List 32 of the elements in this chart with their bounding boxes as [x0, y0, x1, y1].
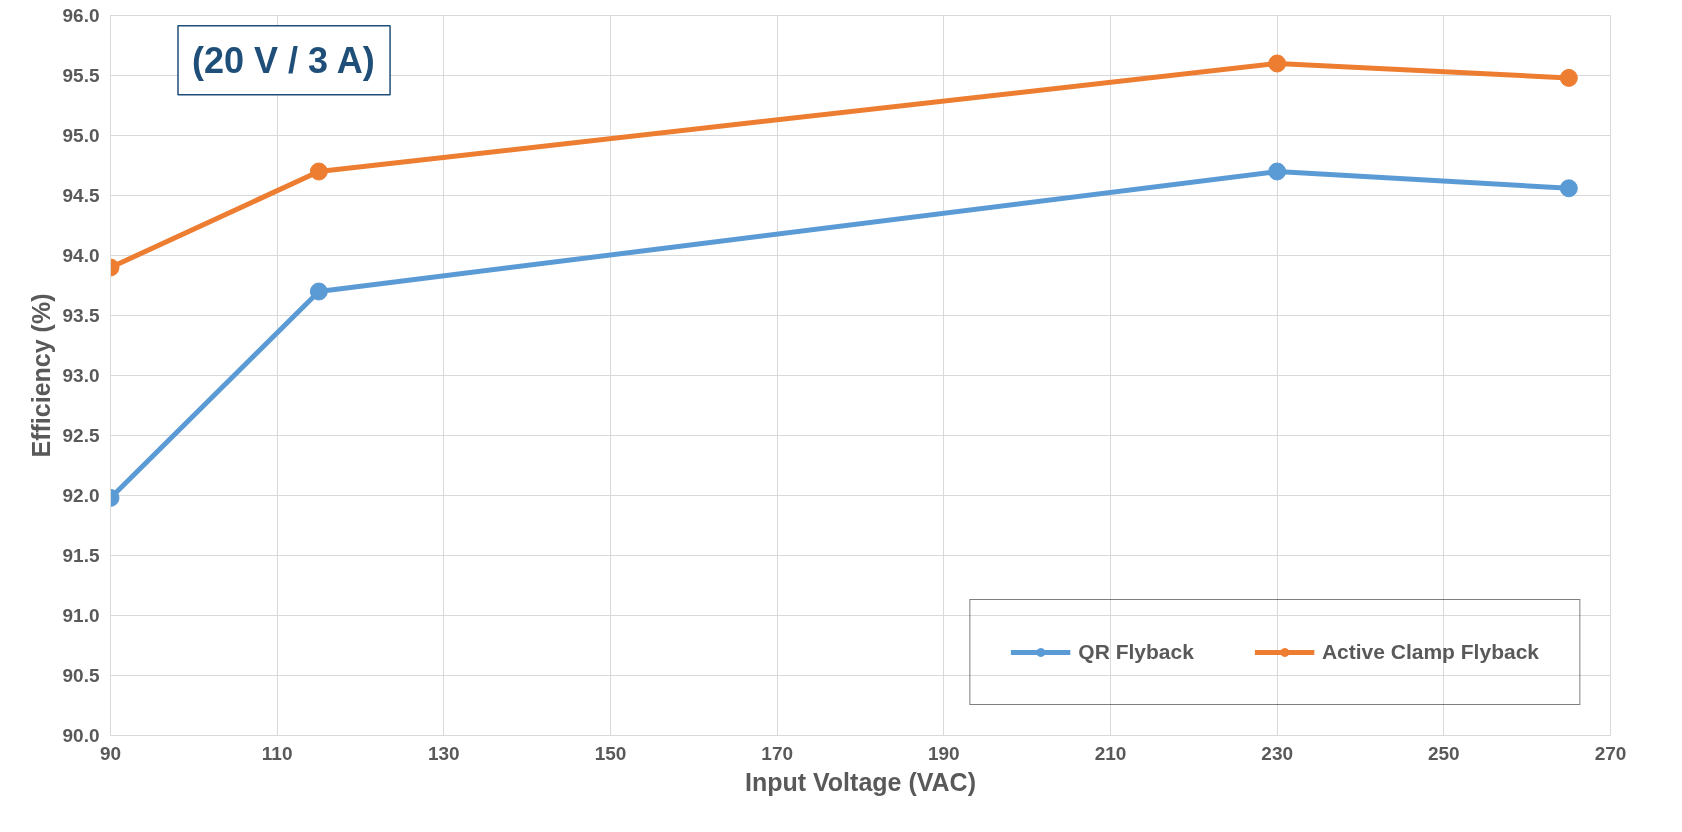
x-tick-label: 210 — [1094, 742, 1127, 764]
point — [1268, 54, 1287, 73]
y-tick-label: 90.0 — [62, 725, 100, 746]
point — [1268, 162, 1287, 181]
legend-label: QR Flyback — [1078, 640, 1194, 664]
legend-label: Active Clamp Flyback — [1321, 640, 1539, 664]
y-tick-label: 91.5 — [62, 545, 100, 566]
y-axis-title: Efficiency (%) — [26, 293, 55, 458]
x-tick-label: 110 — [261, 742, 293, 764]
y-tick-label: 92.5 — [62, 425, 100, 446]
x-tick-label: 250 — [1427, 742, 1460, 764]
x-tick-label: 90 — [99, 742, 122, 764]
y-tick-label: 95.5 — [62, 65, 100, 86]
y-tick-label: 93.5 — [62, 305, 100, 326]
x-axis-title: Input Voltage (VAC) — [745, 767, 976, 796]
x-tick-label: 270 — [1594, 742, 1627, 764]
annotation: (20 V / 3 A) — [192, 39, 375, 81]
y-tick-label: 95.0 — [62, 125, 100, 146]
y-tick-label: 90.5 — [62, 665, 100, 686]
x-tick-label: 230 — [1261, 742, 1294, 764]
y-tick-label: 94.5 — [62, 185, 100, 206]
y-tick-label: 91.0 — [62, 605, 100, 626]
x-tick-label: 150 — [594, 742, 627, 764]
x-tick-label: 190 — [927, 742, 960, 764]
y-tick-label: 96.0 — [62, 5, 100, 26]
point — [1559, 179, 1578, 198]
x-tick-label: 170 — [761, 742, 794, 764]
y-tick-label: 93.0 — [62, 365, 100, 386]
y-tick-label: 92.0 — [62, 485, 100, 506]
x-tick-label: 130 — [427, 742, 460, 764]
y-tick-label: 94.0 — [62, 245, 100, 266]
point — [1559, 68, 1578, 87]
